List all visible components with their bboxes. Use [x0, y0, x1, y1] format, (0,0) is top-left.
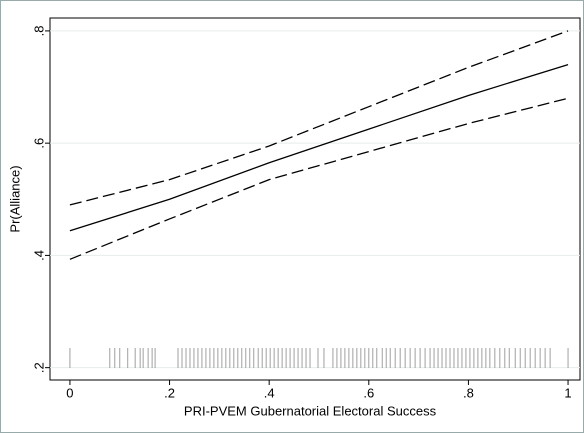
x-tick-label: 1 — [564, 385, 571, 400]
x-tick-label: .8 — [463, 385, 474, 400]
prediction-line — [69, 63, 569, 232]
x-tick-label: .6 — [363, 385, 374, 400]
plot-frame — [49, 17, 581, 381]
x-tick-label: .2 — [164, 385, 175, 400]
y-tick-label: .2 — [31, 362, 46, 373]
x-axis-title: PRI-PVEM Gubernatorial Electoral Success — [184, 403, 437, 418]
y-tick-label: .8 — [31, 25, 46, 36]
y-tick-label: .6 — [31, 138, 46, 149]
x-tick-label: 0 — [66, 385, 73, 400]
y-axis-title: Pr(Alliance) — [7, 165, 22, 232]
ci-line — [69, 30, 569, 206]
x-tick-label: .4 — [264, 385, 275, 400]
y-tick-label: .4 — [31, 250, 46, 261]
ci-line — [69, 97, 569, 260]
